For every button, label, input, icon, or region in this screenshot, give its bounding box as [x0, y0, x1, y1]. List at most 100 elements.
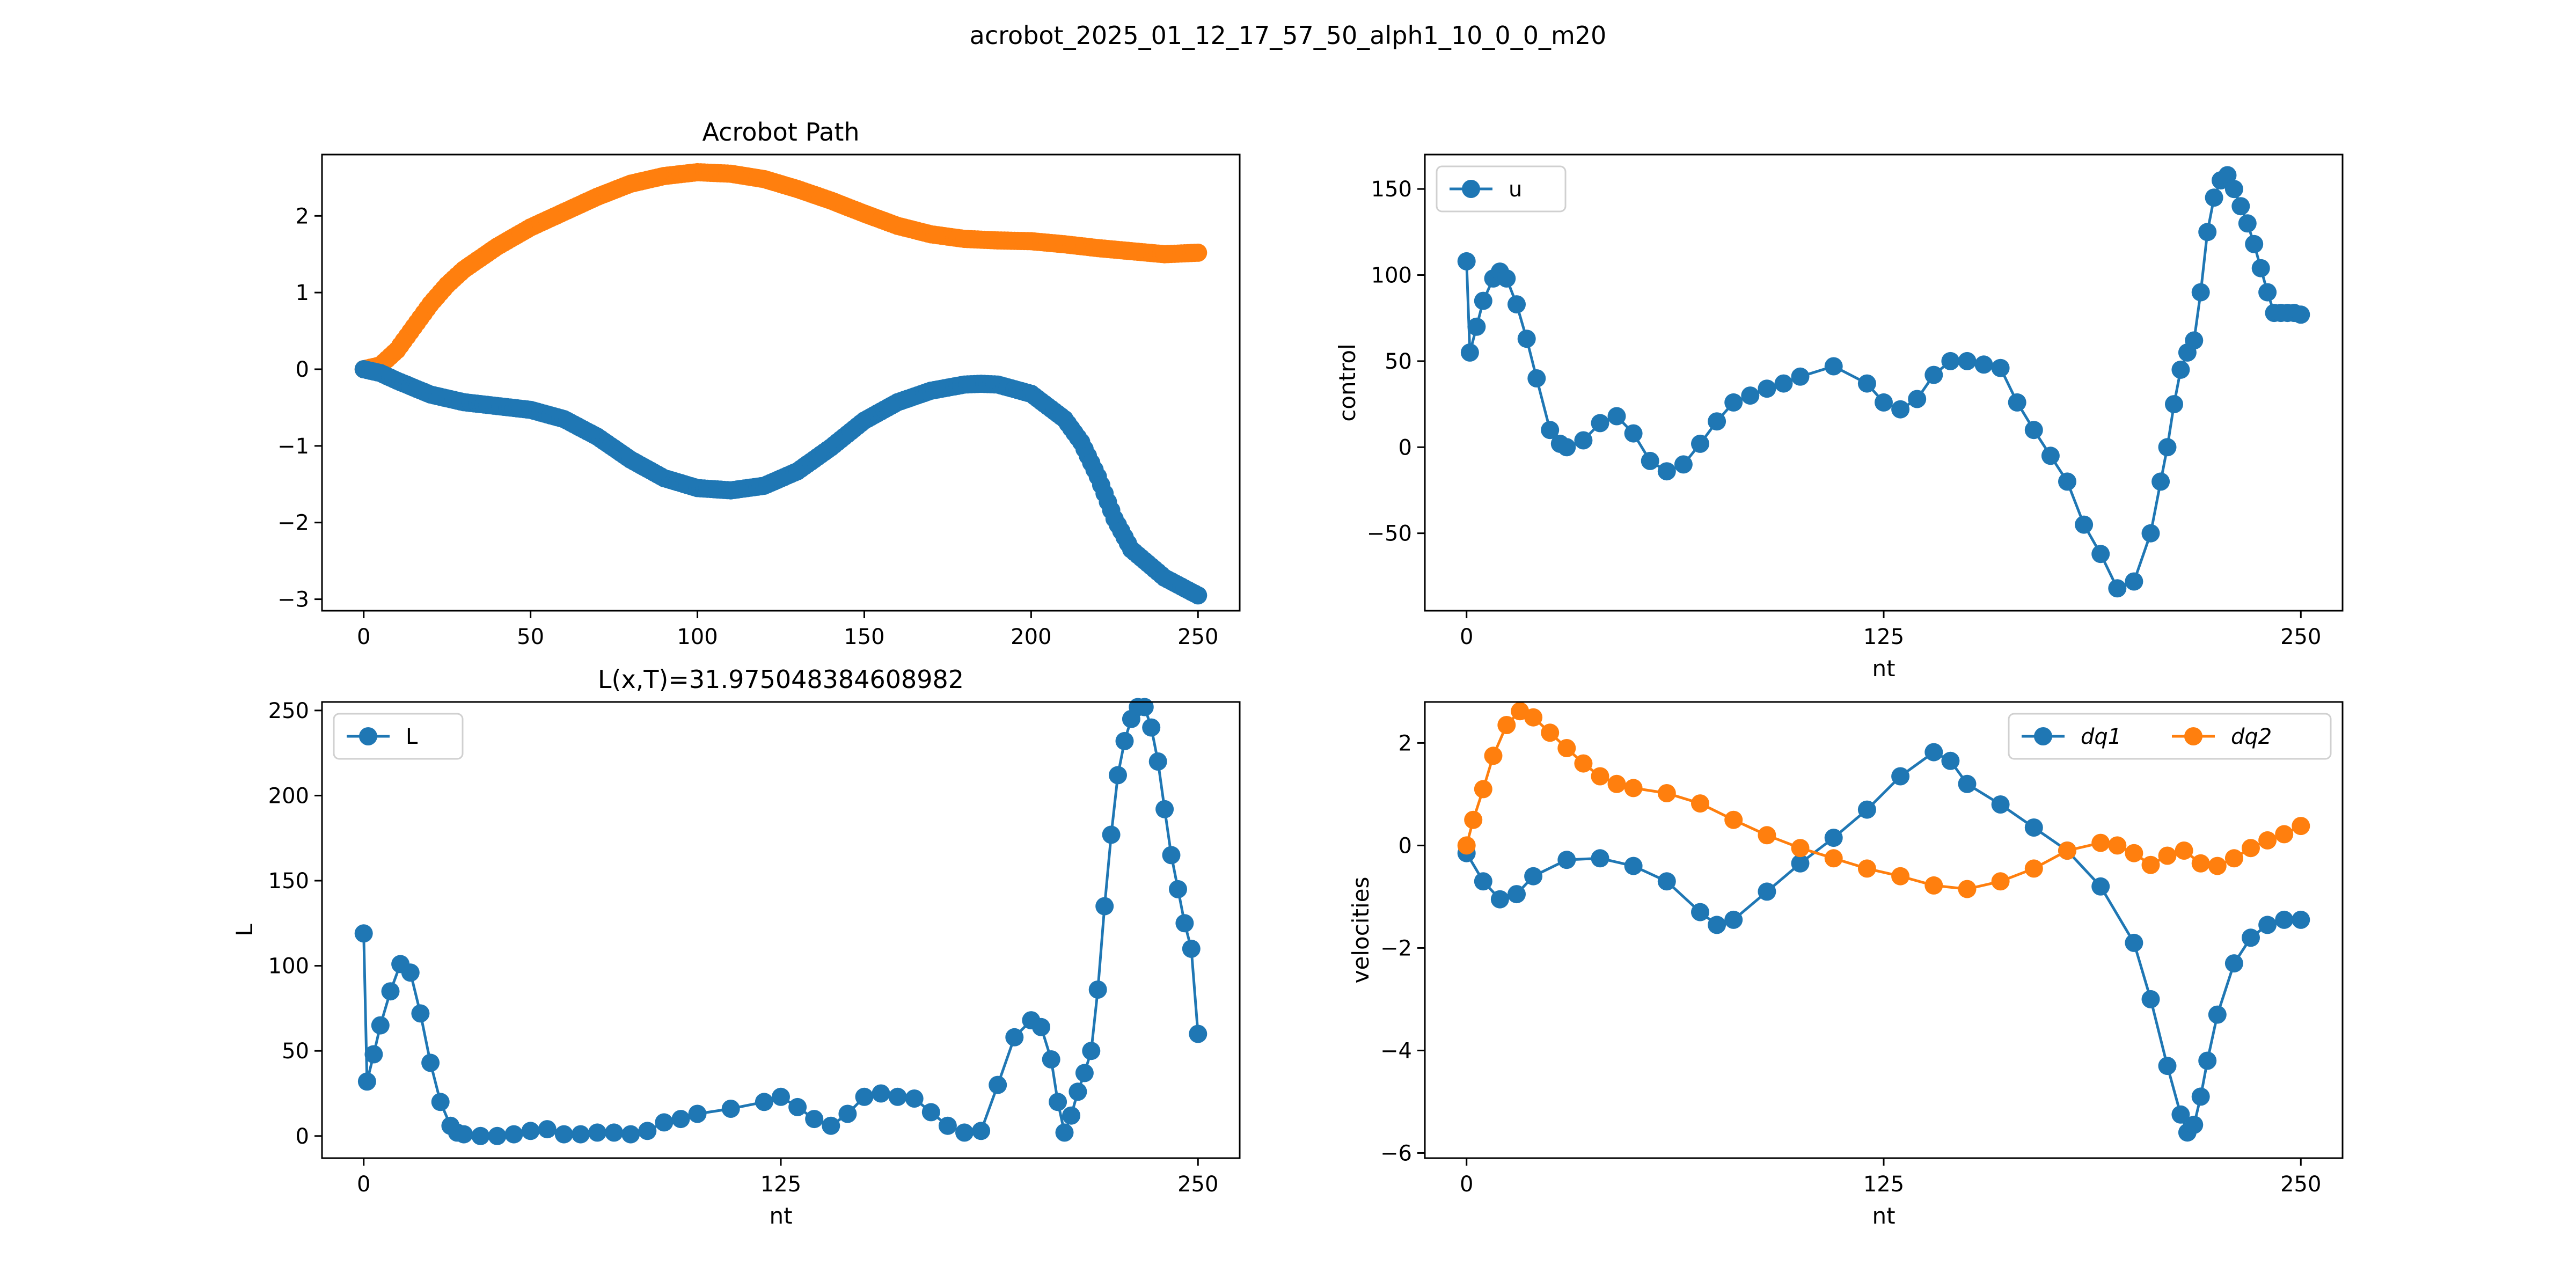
data-point — [1708, 412, 1726, 431]
data-point — [2024, 421, 2043, 440]
data-point — [1774, 374, 1793, 393]
y-tick-label: 150 — [1371, 177, 1412, 202]
data-point — [1189, 1024, 1208, 1043]
y-tick-label: 100 — [268, 954, 309, 979]
data-point — [2024, 818, 2043, 837]
chart-L: 0 125 250 0 50 100 150 200 250 L(x,T)=31.97504838… — [231, 665, 1241, 1229]
data-point — [1102, 825, 1121, 844]
data-point — [1641, 451, 1659, 470]
data-point — [2224, 954, 2243, 973]
data-point — [2075, 515, 2094, 534]
data-point — [2158, 846, 2177, 865]
data-point — [838, 1104, 857, 1123]
data-point — [2158, 1057, 2177, 1075]
data-point — [2125, 933, 2143, 952]
data-point — [2141, 524, 2160, 543]
y-tick-label: −3 — [277, 588, 309, 612]
data-point — [1148, 752, 1167, 771]
y-tick-label: 2 — [1399, 731, 1412, 756]
chart-velocities: 0 125 250 −6 −4 −2 0 2 nt velocities dq1 dq2 — [1348, 701, 2344, 1229]
data-point — [1708, 916, 1726, 934]
y-tick-label: 0 — [296, 1124, 309, 1149]
data-point — [504, 1125, 523, 1144]
data-point — [455, 1125, 473, 1144]
data-point — [1557, 438, 1576, 457]
data-point — [1115, 731, 1134, 750]
data-point — [1824, 357, 1843, 376]
data-point — [354, 924, 373, 943]
data-point — [1991, 358, 2010, 377]
data-point — [2292, 817, 2310, 836]
x-tick-label: 200 — [1011, 625, 1051, 649]
data-point — [2191, 1087, 2210, 1106]
data-point — [2258, 831, 2277, 850]
data-point — [855, 1087, 874, 1106]
data-point — [2242, 839, 2260, 858]
legend-frame — [2008, 713, 2332, 760]
data-point — [2208, 1005, 2227, 1024]
data-point — [2198, 1051, 2217, 1070]
data-point — [1524, 708, 1543, 727]
data-point — [2058, 841, 2076, 860]
data-point — [1824, 849, 1843, 868]
y-tick-label: −2 — [1380, 936, 1412, 961]
data-point — [805, 1110, 824, 1129]
x-tick-label: 0 — [1460, 625, 1473, 649]
data-point — [2242, 928, 2260, 947]
legend-marker — [1462, 180, 1480, 198]
data-point — [2108, 836, 2127, 855]
data-point — [2125, 844, 2143, 862]
data-point — [1541, 723, 1560, 742]
series-line — [1465, 173, 2301, 590]
axes-frame — [321, 153, 1241, 612]
data-point — [1724, 910, 1743, 929]
data-point — [1891, 867, 1910, 885]
x-tick-label: 250 — [2280, 625, 2321, 649]
data-point — [655, 1113, 674, 1132]
x-axis-label: nt — [769, 1203, 792, 1229]
data-point — [1474, 291, 1492, 310]
y-tick-label: −4 — [1380, 1038, 1412, 1063]
data-point — [621, 1125, 640, 1144]
data-point — [1991, 795, 2010, 814]
data-point — [2108, 579, 2127, 598]
data-point — [2208, 857, 2227, 875]
x-tick-label: 0 — [1460, 1172, 1473, 1197]
series-line — [1465, 750, 2301, 1136]
data-point — [381, 982, 400, 1001]
data-point — [1460, 343, 1479, 362]
data-point — [2171, 360, 2190, 379]
data-point — [755, 1093, 773, 1111]
data-point — [1135, 698, 1154, 716]
data-point — [2191, 283, 2210, 302]
data-point — [605, 1123, 624, 1142]
data-point — [2141, 855, 2160, 874]
data-point — [2175, 841, 2193, 860]
x-tick-label: 125 — [1863, 625, 1904, 649]
data-point — [905, 1089, 924, 1108]
data-point — [1182, 939, 1201, 958]
legend-entry-dq1: dq1 — [2022, 724, 2121, 749]
axes-frame — [1424, 153, 2344, 612]
legend-marker — [2034, 727, 2052, 745]
legend-label: L — [406, 724, 418, 749]
data-point — [921, 1103, 940, 1122]
y-tick-label: −50 — [1367, 522, 1412, 546]
data-point — [1724, 393, 1743, 412]
data-point — [1474, 872, 1492, 891]
legend-label: dq1 — [2081, 724, 2121, 749]
data-point — [1517, 330, 1536, 348]
data-point — [1109, 766, 1127, 785]
data-point — [1591, 414, 1609, 433]
data-point — [2091, 877, 2110, 896]
data-point — [1162, 846, 1181, 865]
legend-label: dq2 — [2231, 724, 2272, 749]
data-point — [1691, 434, 1709, 453]
data-point — [888, 1087, 907, 1106]
data-point — [1607, 774, 1626, 793]
data-point — [1857, 374, 1876, 393]
data-point — [1591, 849, 1609, 868]
series-line — [362, 706, 1199, 1138]
data-point — [1758, 379, 1776, 398]
data-point — [2245, 235, 2264, 253]
